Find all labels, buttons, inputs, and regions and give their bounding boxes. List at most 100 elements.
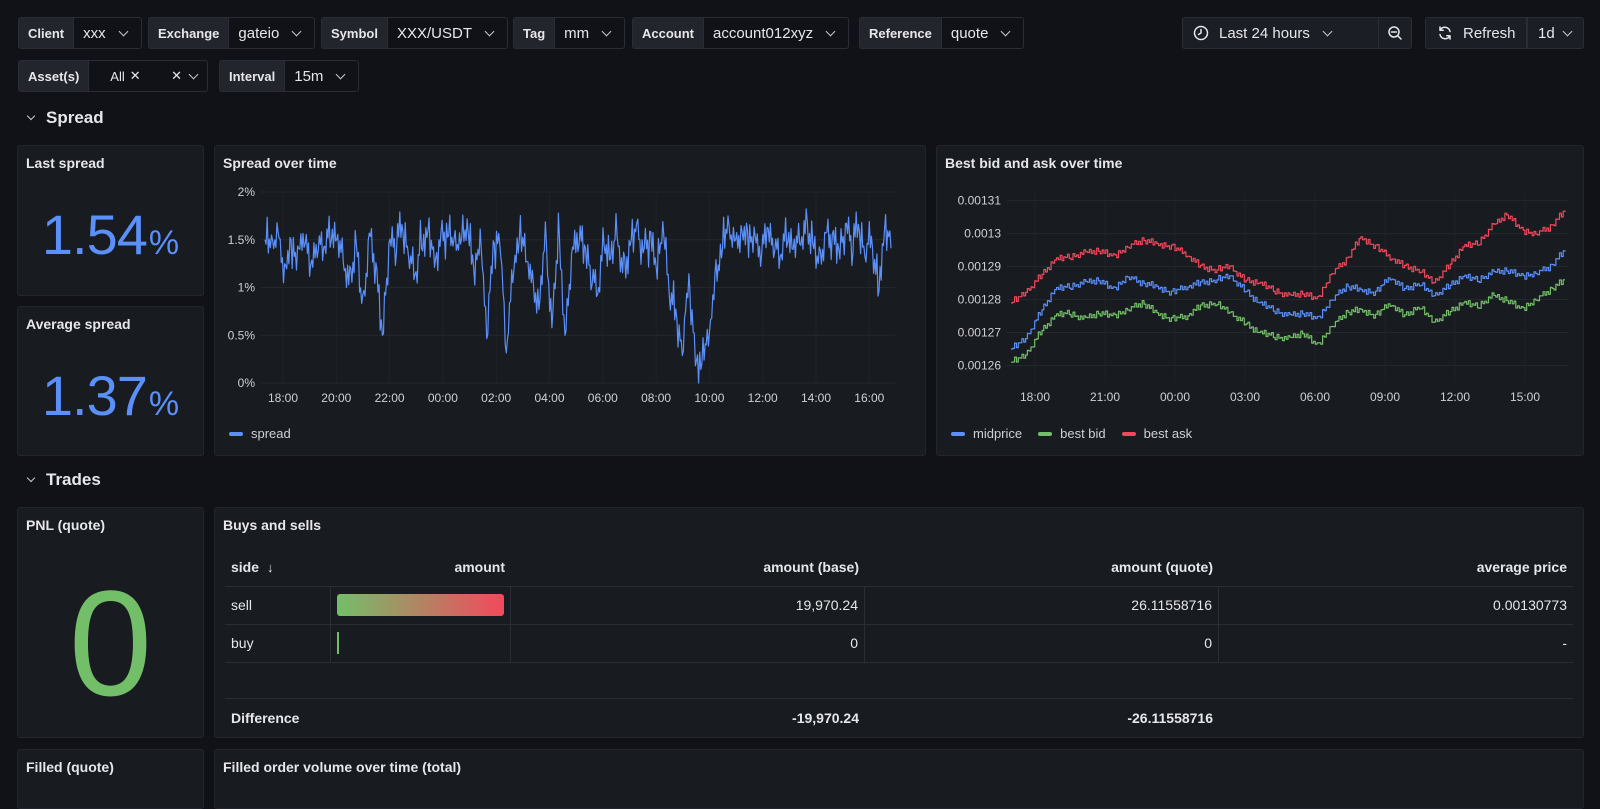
row-title: Trades (46, 470, 101, 489)
panel-title: Filled (quote) (26, 759, 114, 775)
table-row: sell 19,970.24 26.11558716 0.00130773 (225, 586, 1573, 625)
variable-interval[interactable]: Interval 15m (219, 60, 360, 92)
refresh-button[interactable]: Refresh (1425, 17, 1527, 49)
cell-amount-quote: 0 (865, 624, 1219, 662)
variable-assets[interactable]: Asset(s) All ✕ ✕ (18, 60, 208, 92)
column-header-amount-base[interactable]: amount (base) (763, 559, 859, 575)
clear-icon[interactable]: ✕ (171, 68, 182, 83)
refresh-interval-picker[interactable]: 1d (1527, 17, 1584, 49)
amount-gauge-bar (337, 632, 339, 654)
stat-value: 1.54% (18, 202, 203, 267)
variable-tag[interactable]: Tag mm (513, 17, 626, 49)
x-tick-label: 06:00 (1300, 390, 1330, 404)
x-tick-label: 16:00 (854, 391, 884, 405)
variable-value: account012xyz (713, 24, 814, 42)
footer-amount-base: -19,970.24 (792, 710, 859, 726)
row-title: Spread (46, 108, 104, 127)
column-header-amount[interactable]: amount (454, 559, 505, 575)
chevron-down-icon (825, 26, 836, 37)
stat-number: 1.37 (41, 364, 148, 427)
x-tick-label: 18:00 (1020, 390, 1050, 404)
legend-label: best bid (1060, 426, 1106, 441)
bid-ask-chart[interactable]: 0.00126 0.00127 0.00128 0.00129 0.0013 0.0013… (937, 182, 1583, 442)
legend-label: best ask (1143, 426, 1193, 441)
variable-value: 15m (294, 67, 324, 85)
spread-chart[interactable]: 0% 0.5% 1% 1.5% 2% 18:00 20:00 22:00 00:00 02:00 0… (215, 182, 925, 442)
panel-average-spread: Average spread 1.37% (17, 306, 204, 456)
variable-label: Symbol (322, 18, 388, 48)
panel-title: Spread over time (223, 155, 337, 171)
panel-title: PNL (quote) (26, 517, 106, 533)
panel-buys-and-sells: Buys and sells side ↓ amount amount (bas… (214, 507, 1584, 738)
column-header-side[interactable]: side ↓ (225, 548, 331, 586)
x-tick-label: 04:00 (534, 391, 564, 405)
chart-legend: spread (229, 426, 291, 441)
column-header-amount-quote[interactable]: amount (quote) (1111, 559, 1213, 575)
variable-label: Reference (860, 18, 942, 48)
cell-average-price: 0.00130773 (1493, 597, 1567, 613)
panel-title: Average spread (26, 316, 131, 332)
variable-label: Tag (514, 18, 556, 48)
cell-side: sell (225, 586, 331, 624)
y-tick-label: 0.0013 (964, 227, 1001, 241)
time-range-picker[interactable]: Last 24 hours (1182, 17, 1378, 49)
series-line-best-bid (1011, 279, 1565, 363)
series-line-best-ask (1011, 210, 1566, 304)
y-tick-label: 0% (238, 376, 256, 390)
cell-amount-base: 19,970.24 (511, 586, 865, 624)
y-tick-label: 0.5% (228, 328, 256, 342)
chevron-down-icon (601, 26, 612, 37)
x-tick-label: 12:00 (1440, 390, 1470, 404)
y-tick-label: 0.00127 (958, 326, 1002, 340)
x-tick-label: 18:00 (268, 391, 298, 405)
panel-title: Best bid and ask over time (945, 155, 1123, 171)
chevron-down-icon (484, 26, 495, 37)
buys-sells-table: side ↓ amount amount (base) amount (quot… (225, 548, 1573, 738)
series-line-spread (264, 208, 892, 384)
variable-symbol[interactable]: Symbol XXX/USDT (321, 17, 508, 49)
table-header: side ↓ amount amount (base) amount (quot… (225, 548, 1573, 587)
chart-legend: midprice best bid best ask (951, 426, 1192, 441)
footer-label: Difference (231, 710, 300, 726)
refresh-icon (1439, 26, 1451, 40)
x-tick-label: 00:00 (1160, 390, 1190, 404)
variable-label: Account (633, 18, 704, 48)
variable-exchange[interactable]: Exchange gateio (148, 17, 316, 49)
x-tick-label: 21:00 (1090, 390, 1120, 404)
stat-number: 0 (68, 559, 153, 727)
panel-last-spread: Last spread 1.54% (17, 145, 204, 296)
variable-client[interactable]: Client xxx (18, 17, 142, 49)
x-tick-label: 22:00 (375, 391, 405, 405)
legend-item-best-ask[interactable]: best ask (1121, 426, 1193, 441)
variable-reference[interactable]: Reference quote (859, 17, 1025, 49)
panel-best-bid-ask: Best bid and ask over time 0.00126 0.0012… (936, 145, 1584, 456)
legend-label: spread (251, 426, 291, 441)
chevron-down-icon (1000, 26, 1011, 37)
stat-unit: % (148, 385, 180, 423)
variable-label: Client (19, 18, 75, 48)
cell-amount-gauge (331, 586, 511, 624)
remove-chip-icon[interactable]: ✕ (129, 68, 141, 83)
time-range-label: Last 24 hours (1219, 24, 1310, 42)
table-row: buy 0 0 - (225, 624, 1573, 663)
variable-account[interactable]: Account account012xyz (632, 17, 850, 49)
chevron-down-icon (1322, 26, 1333, 37)
column-header-average-price[interactable]: average price (1476, 559, 1567, 575)
sort-desc-icon: ↓ (267, 559, 274, 575)
row-spread[interactable]: Spread (24, 108, 104, 128)
x-tick-label: 20:00 (321, 391, 351, 405)
x-tick-label: 03:00 (1230, 390, 1260, 404)
variable-value: quote (950, 24, 989, 42)
legend-item-best-bid[interactable]: best bid (1038, 426, 1106, 441)
x-tick-label: 12:00 (748, 391, 778, 405)
x-tick-label: 02:00 (481, 391, 511, 405)
zoom-out-button[interactable] (1378, 17, 1412, 49)
variable-value: gateio (238, 24, 280, 42)
panel-spread-over-time: Spread over time 0% 0.5% 1% 1.5% 2% 18:00 20:0… (214, 145, 926, 456)
row-trades[interactable]: Trades (24, 470, 101, 490)
stat-number: 1.54 (41, 203, 148, 266)
y-tick-label: 1% (238, 281, 256, 295)
legend-item-spread[interactable]: spread (229, 426, 291, 441)
column-label: side (231, 559, 260, 575)
legend-item-midprice[interactable]: midprice (951, 426, 1022, 441)
